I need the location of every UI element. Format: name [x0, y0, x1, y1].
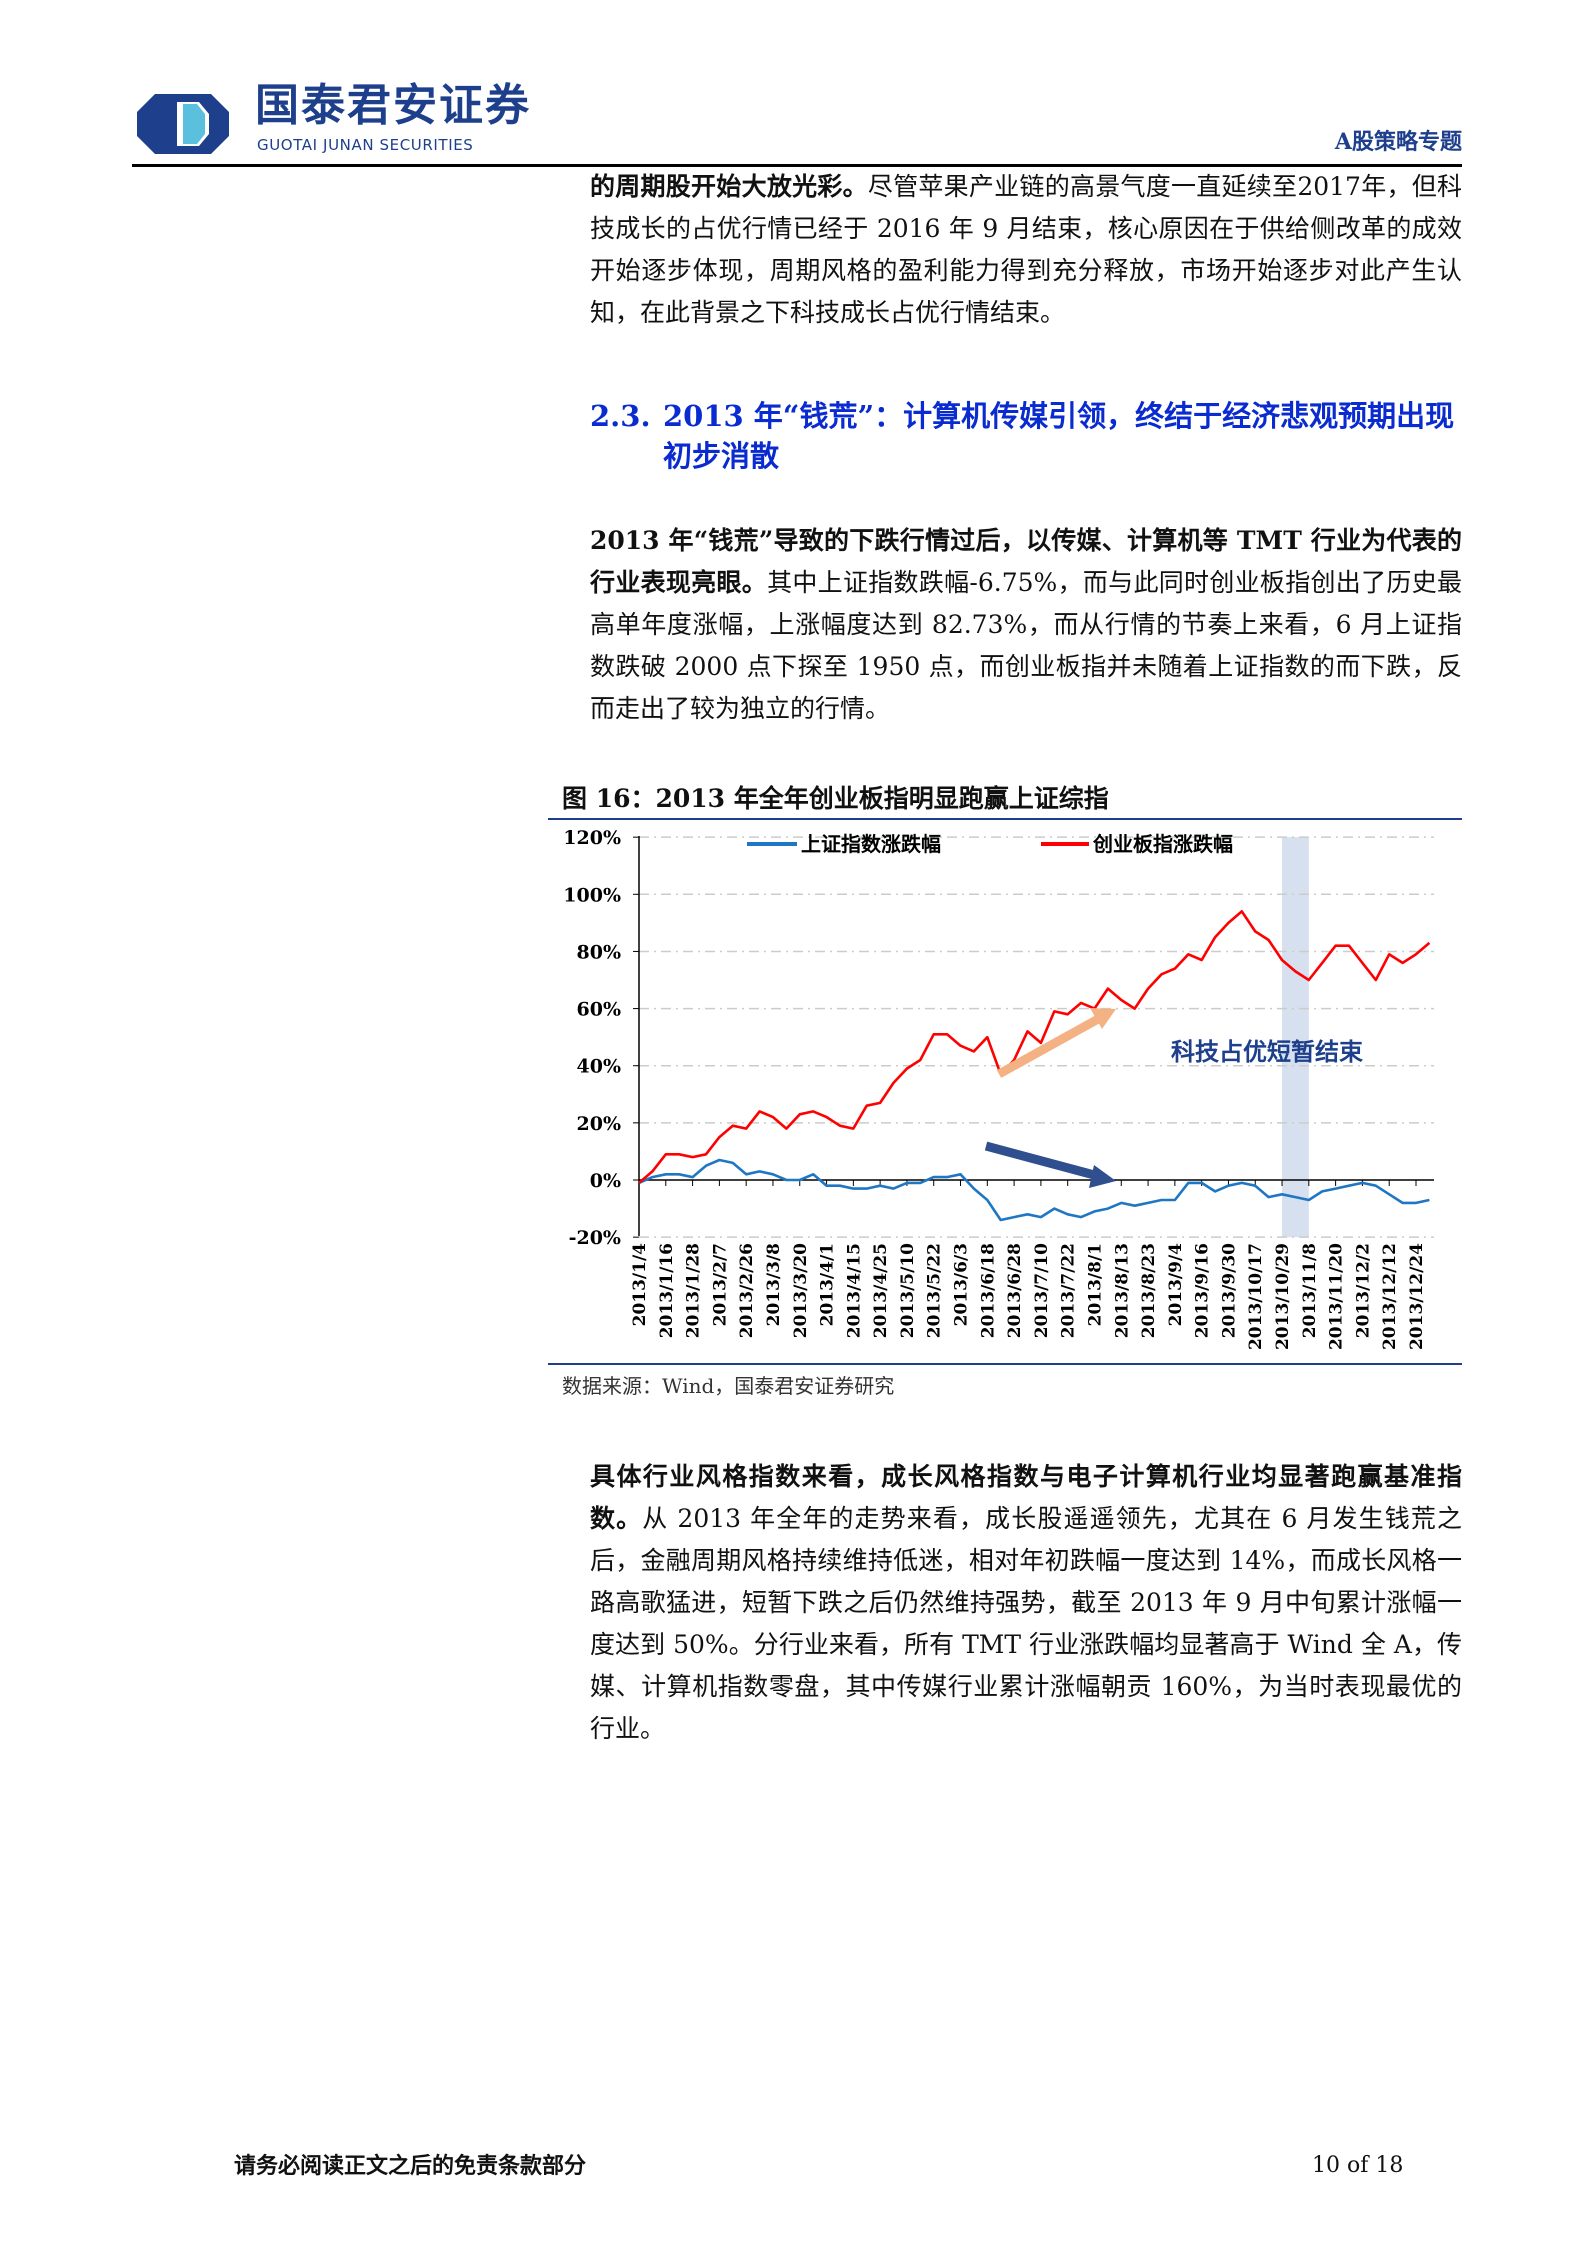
x-tick-label: 2013/7/10 [1032, 1243, 1052, 1338]
legend: 上证指数涨跌幅 创业板指涨跌幅 [747, 832, 1233, 856]
x-tick-label: 2013/10/17 [1246, 1243, 1266, 1350]
paragraph-2-lead: 2013 年“钱荒”导致的下跌行情过后，以传媒、计算机等 TMT 行业为代表的行… [590, 526, 1462, 597]
series-line-chinext [638, 910, 1431, 1184]
paragraph-3: 具体行业风格指数来看，成长风格指数与电子计算机行业均显著跑赢基准指数。从 201… [590, 1456, 1462, 1750]
paragraph-2-body: 其中上证指数跌幅-6.75%，而与此同时创业板指创出了历史最高单年度涨幅，上涨幅… [590, 568, 1462, 723]
y-tick-label: 0% [590, 1170, 621, 1192]
y-tick-label: 100% [563, 884, 621, 906]
x-tick-label: 2013/9/30 [1219, 1243, 1239, 1338]
x-tick-label: 2013/12/2 [1353, 1243, 1373, 1338]
paragraph-1-body: 尽管苹果产业链的高景气度一直延续至2017年，但科技成长的占优行情已经于 201… [590, 172, 1462, 327]
x-tick-label: 2013/4/15 [844, 1243, 864, 1338]
x-tick-label: 2013/11/20 [1327, 1243, 1347, 1350]
footer-disclaimer: 请务必阅读正文之后的免责条款部分 [234, 2153, 587, 2179]
page-number: 10 of 18 [1312, 2153, 1404, 2178]
x-tick-label: 2013/7/22 [1059, 1243, 1079, 1338]
x-tick-label: 2013/4/25 [871, 1243, 891, 1338]
y-tick-label: 40% [577, 1056, 622, 1078]
section-title: 2013 年“钱荒”：计算机传媒引领，终结于经济悲观预期出现初步消散 [663, 399, 1455, 473]
x-tick-label: 2013/3/8 [764, 1243, 784, 1326]
paragraph-1: 的周期股开始大放光彩。尽管苹果产业链的高景气度一直延续至2017年，但科技成长的… [590, 166, 1462, 334]
paragraph-2: 2013 年“钱荒”导致的下跌行情过后，以传媒、计算机等 TMT 行业为代表的行… [590, 520, 1462, 730]
x-tick-label: 2013/12/24 [1407, 1243, 1427, 1350]
x-tick-label: 2013/8/1 [1085, 1243, 1105, 1326]
line-chart: 120% 100% 80% 60% 40% 20% 0% -20% 2013/1/4 2013/… [563, 827, 1434, 1350]
up-arrow-icon [996, 1008, 1116, 1078]
y-tick-label: 20% [577, 1113, 622, 1135]
paragraph-3-lead: 具体行业风格指数来看，成长风格指数与电子计算机行业均显著跑赢基准指数。 [590, 1462, 1462, 1533]
report-type: A股策略专题 [1334, 129, 1462, 155]
x-tick-label: 2013/2/26 [737, 1243, 757, 1338]
section-number: 2.3. [590, 399, 651, 433]
x-tick-label: 2013/5/22 [925, 1243, 945, 1338]
y-tick-label: 120% [563, 827, 621, 849]
x-tick-label: 2013/4/1 [818, 1243, 838, 1326]
x-tick-label: 2013/6/18 [978, 1243, 998, 1338]
x-tick-label: 2013/3/20 [791, 1243, 811, 1338]
logo-icon [137, 94, 229, 154]
chart-annotation: 科技占优短暂结束 [1171, 1037, 1364, 1066]
logo-name-en: GUOTAI JUNAN SECURITIES [257, 136, 474, 154]
x-tick-label: 2013/1/28 [684, 1243, 704, 1338]
x-tick-label: 2013/9/4 [1166, 1243, 1186, 1327]
x-tick-label: 2013/1/16 [657, 1243, 677, 1338]
x-tick-label: 2013/12/12 [1380, 1243, 1400, 1350]
x-tick-label: 2013/2/7 [710, 1243, 730, 1326]
down-arrow-icon [984, 1141, 1116, 1188]
x-tick-label: 2013/6/3 [952, 1243, 972, 1326]
x-tick-label: 2013/10/29 [1273, 1243, 1293, 1350]
y-tick-label: 60% [577, 999, 622, 1021]
header-divider [132, 164, 1462, 167]
figure-title: 图 16：2013 年全年创业板指明显跑赢上证综指 [562, 784, 1109, 813]
x-tick-label: 2013/5/10 [898, 1243, 918, 1338]
legend-label-chinext: 创业板指涨跌幅 [1092, 832, 1233, 856]
x-tick-label: 2013/1/4 [630, 1243, 650, 1327]
legend-label-sse: 上证指数涨跌幅 [801, 832, 941, 856]
figure-top-rule [548, 818, 1462, 820]
logo-name-cn: 国泰君安证券 [255, 80, 531, 131]
y-tick-label: -20% [569, 1227, 621, 1249]
x-tick-label: 2013/8/23 [1139, 1243, 1159, 1338]
shaded-period [1282, 837, 1309, 1238]
x-tick-label: 2013/11/8 [1300, 1243, 1320, 1338]
x-tick-label: 2013/6/28 [1005, 1243, 1025, 1338]
y-tick-label: 80% [577, 941, 622, 963]
x-tick-label: 2013/8/13 [1112, 1243, 1132, 1338]
figure-source: 数据来源：Wind，国泰君安证券研究 [562, 1374, 895, 1398]
figure-bottom-rule [548, 1363, 1462, 1365]
paragraph-3-body: 从 2013 年全年的走势来看，成长股遥遥领先，尤其在 6 月发生钱荒之后，金融… [590, 1504, 1462, 1743]
paragraph-1-lead: 的周期股开始大放光彩。 [590, 172, 868, 201]
series-line-sse [638, 1158, 1430, 1222]
x-tick-label: 2013/9/16 [1193, 1243, 1213, 1338]
